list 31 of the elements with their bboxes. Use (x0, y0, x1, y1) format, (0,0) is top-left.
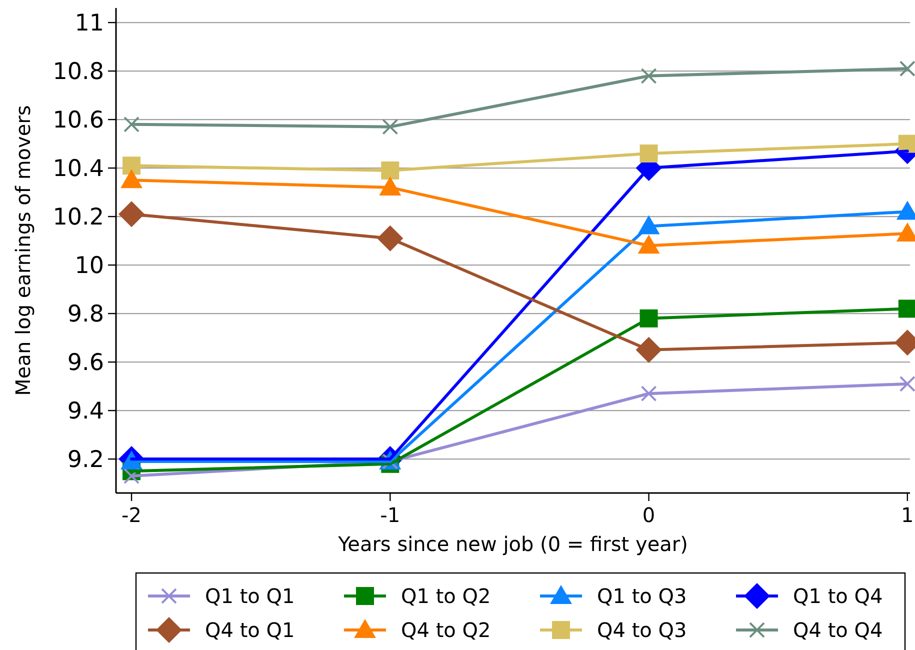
legend-label: Q4 to Q1 (205, 618, 295, 642)
legend-label: Q4 to Q3 (597, 618, 687, 642)
y-tick-label: 9.8 (67, 302, 104, 328)
legend-label: Q4 to Q4 (793, 618, 883, 642)
y-tick-label: 10.8 (52, 59, 104, 86)
legend-label: Q1 to Q2 (401, 584, 491, 608)
y-tick-label: 10.2 (52, 204, 104, 231)
y-tick-label: 10.4 (52, 156, 104, 182)
y-tick-label: 9.6 (67, 350, 104, 376)
point (640, 386, 657, 402)
y-tick-label: 11 (74, 10, 104, 37)
legend-label: Q1 to Q1 (205, 584, 295, 608)
x-tick-label: -2 (122, 503, 142, 527)
y-tick-label: 9.4 (67, 398, 104, 425)
point (124, 468, 140, 484)
y-axis-title: Mean log earnings of movers (11, 105, 35, 396)
x-tick-label: -1 (380, 503, 400, 527)
point (899, 60, 915, 77)
y-tick-label: 9.2 (67, 447, 104, 474)
point (640, 68, 657, 84)
x-tick-label: 1 (901, 503, 914, 527)
legend-label: Q1 to Q3 (597, 584, 687, 608)
y-tick-label: 10 (74, 253, 104, 280)
legend-label: Q1 to Q4 (793, 584, 883, 608)
legend-label: Q4 to Q2 (401, 618, 491, 642)
x-axis-title: Years since new job (0 = first year) (337, 532, 688, 556)
y-tick-label: 10.6 (52, 108, 104, 134)
point (382, 118, 398, 135)
x-tick-label: 0 (642, 503, 656, 527)
point (124, 116, 140, 132)
point (899, 376, 915, 392)
